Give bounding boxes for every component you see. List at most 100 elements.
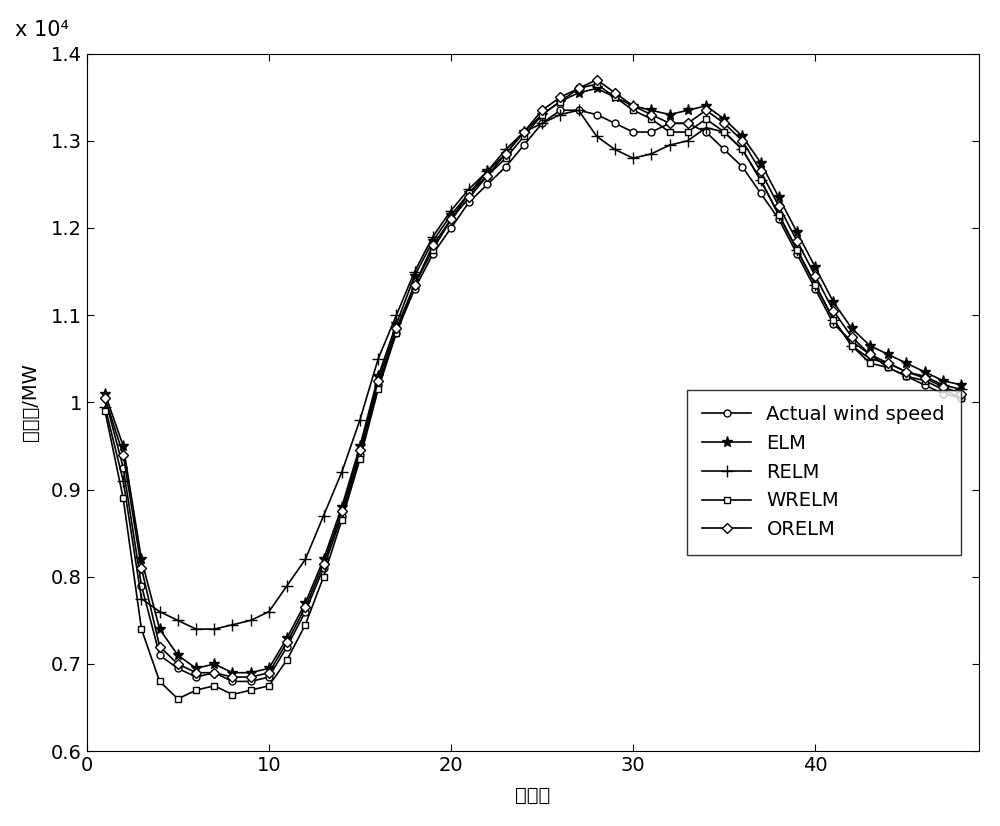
ELM	[117, 441, 129, 451]
ORELM	[518, 127, 530, 137]
WRELM	[427, 244, 439, 254]
Actual wind speed	[573, 105, 585, 115]
ELM	[955, 380, 967, 390]
Actual wind speed	[117, 463, 129, 472]
RELM	[354, 415, 366, 425]
WRELM	[354, 454, 366, 464]
ORELM	[755, 166, 767, 176]
RELM	[427, 232, 439, 242]
ELM	[445, 210, 457, 220]
Line: ELM: ELM	[99, 83, 967, 678]
ORELM	[390, 323, 402, 333]
RELM	[372, 354, 384, 363]
ELM	[208, 659, 220, 669]
RELM	[809, 280, 821, 290]
ELM	[409, 271, 421, 281]
Actual wind speed	[736, 162, 748, 172]
ELM	[919, 367, 931, 377]
WRELM	[846, 341, 858, 351]
ELM	[354, 441, 366, 451]
WRELM	[882, 363, 894, 373]
RELM	[736, 145, 748, 154]
WRELM	[390, 328, 402, 338]
RELM	[154, 607, 166, 617]
Actual wind speed	[281, 642, 293, 652]
RELM	[299, 554, 311, 564]
ELM	[882, 349, 894, 359]
ORELM	[154, 642, 166, 652]
Actual wind speed	[135, 581, 147, 591]
RELM	[536, 118, 548, 128]
Actual wind speed	[263, 672, 275, 682]
Line: RELM: RELM	[99, 104, 967, 635]
ORELM	[226, 672, 238, 682]
Actual wind speed	[718, 145, 730, 154]
ORELM	[864, 349, 876, 359]
ORELM	[773, 202, 785, 211]
RELM	[645, 149, 657, 159]
ELM	[463, 188, 475, 198]
Actual wind speed	[427, 249, 439, 259]
Actual wind speed	[518, 140, 530, 150]
Line: WRELM: WRELM	[102, 81, 964, 702]
WRELM	[281, 655, 293, 665]
ELM	[245, 667, 257, 677]
ORELM	[354, 445, 366, 455]
ELM	[791, 227, 803, 237]
ELM	[700, 101, 712, 111]
ORELM	[827, 306, 839, 316]
RELM	[882, 358, 894, 368]
ORELM	[135, 563, 147, 573]
Actual wind speed	[445, 223, 457, 233]
WRELM	[609, 93, 621, 102]
RELM	[409, 267, 421, 277]
ORELM	[409, 280, 421, 290]
Actual wind speed	[827, 319, 839, 329]
RELM	[208, 624, 220, 634]
Y-axis label: 负荷值/MW: 负荷值/MW	[21, 363, 40, 441]
Actual wind speed	[390, 328, 402, 338]
ELM	[937, 376, 949, 386]
ORELM	[664, 118, 676, 128]
RELM	[554, 110, 566, 120]
ELM	[664, 110, 676, 120]
ORELM	[208, 667, 220, 677]
Actual wind speed	[682, 118, 694, 128]
Actual wind speed	[318, 563, 330, 573]
RELM	[919, 371, 931, 381]
ORELM	[573, 83, 585, 93]
ORELM	[99, 393, 111, 403]
WRELM	[900, 371, 912, 381]
ORELM	[536, 105, 548, 115]
RELM	[609, 145, 621, 154]
Actual wind speed	[409, 284, 421, 294]
ELM	[518, 127, 530, 137]
ORELM	[245, 672, 257, 682]
WRELM	[645, 114, 657, 124]
RELM	[573, 105, 585, 115]
WRELM	[245, 686, 257, 695]
ORELM	[427, 240, 439, 250]
ORELM	[500, 149, 512, 159]
WRELM	[463, 188, 475, 198]
ELM	[190, 663, 202, 673]
ELM	[135, 554, 147, 564]
WRELM	[172, 694, 184, 704]
RELM	[445, 206, 457, 216]
ELM	[500, 149, 512, 159]
RELM	[463, 183, 475, 193]
Actual wind speed	[481, 179, 493, 189]
ELM	[718, 114, 730, 124]
ORELM	[117, 449, 129, 459]
Actual wind speed	[773, 214, 785, 224]
RELM	[846, 341, 858, 351]
RELM	[900, 367, 912, 377]
ELM	[900, 358, 912, 368]
ELM	[336, 502, 348, 512]
WRELM	[919, 376, 931, 386]
RELM	[664, 140, 676, 150]
Actual wind speed	[955, 393, 967, 403]
WRELM	[627, 105, 639, 115]
WRELM	[937, 384, 949, 394]
ORELM	[591, 75, 603, 85]
